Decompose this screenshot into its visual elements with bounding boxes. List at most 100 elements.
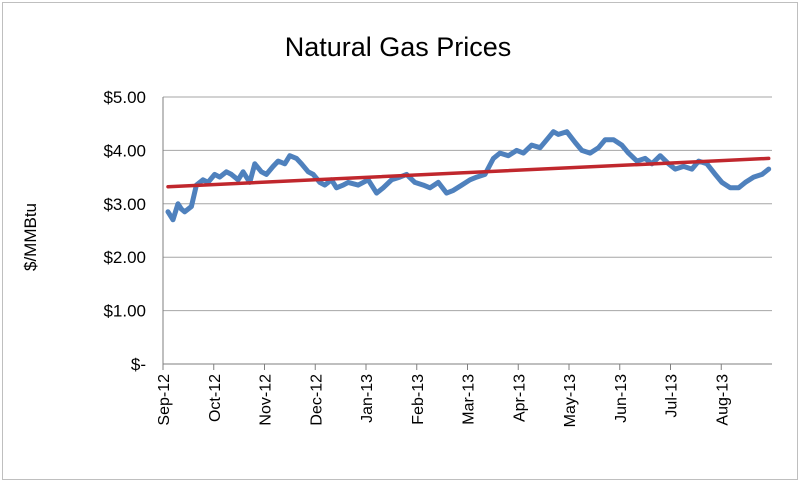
data-point [200, 177, 206, 182]
data-point [381, 185, 386, 190]
data-point [564, 129, 569, 134]
data-point [259, 169, 264, 174]
data-point [474, 174, 479, 180]
data-point [719, 180, 725, 185]
y-tick-label: $4.00 [103, 141, 146, 160]
data-point [551, 129, 556, 134]
data-point [521, 150, 526, 156]
y-tick-label: $- [131, 355, 146, 374]
data-point [497, 150, 503, 156]
data-point [766, 166, 771, 172]
data-point [467, 177, 473, 182]
x-tick-label: Nov-12 [258, 374, 275, 426]
x-tick-label: Feb-13 [410, 374, 427, 425]
y-tick-label: $3.00 [103, 195, 146, 214]
data-point [444, 190, 449, 196]
data-point [681, 164, 686, 169]
data-point [427, 185, 433, 190]
data-point [529, 142, 534, 148]
data-point [374, 190, 379, 196]
data-point [506, 153, 511, 158]
x-tick-label: Mar-13 [461, 374, 478, 425]
data-point [212, 172, 217, 177]
data-point [743, 180, 748, 185]
data-point [252, 161, 257, 166]
x-tick-label: Oct-12 [207, 374, 224, 422]
data-point [334, 185, 339, 190]
data-point [572, 140, 578, 145]
data-point [275, 158, 281, 164]
x-tick-label: Apr-13 [511, 374, 528, 422]
data-point [282, 161, 287, 166]
y-tick-label: $2.00 [103, 248, 146, 267]
y-axis-label: $/MMBtu [21, 203, 40, 271]
data-point [322, 182, 327, 188]
data-point [643, 156, 648, 161]
x-tick-label: Jun-13 [613, 374, 630, 423]
x-tick-label: Jan-13 [359, 374, 376, 423]
data-point [179, 206, 184, 212]
data-point [556, 132, 561, 137]
data-point [459, 182, 464, 188]
series-layer [165, 129, 772, 223]
x-tick-label: Jul-13 [664, 374, 681, 418]
price-series-line [165, 129, 772, 223]
data-point [287, 153, 292, 158]
data-point [619, 142, 624, 148]
data-point [626, 150, 631, 156]
data-point [170, 217, 176, 222]
data-point [165, 209, 171, 214]
data-point [240, 169, 246, 174]
data-point [346, 180, 351, 185]
data-point [175, 201, 181, 206]
data-point [713, 172, 718, 177]
data-point [603, 137, 608, 142]
data-point [544, 137, 549, 142]
data-point [182, 209, 187, 214]
data-point [579, 148, 584, 153]
data-point [728, 185, 733, 190]
data-point [634, 158, 640, 164]
data-point [294, 156, 299, 161]
data-point [229, 172, 234, 177]
y-tick-label: $5.00 [103, 88, 146, 107]
data-point [759, 172, 765, 177]
data-point [356, 182, 361, 188]
gridlines [163, 96, 772, 312]
data-point [421, 182, 426, 188]
data-point [299, 161, 304, 166]
data-point [673, 166, 678, 172]
data-point [217, 174, 222, 180]
data-point [514, 148, 519, 153]
x-tick-label: Aug-13 [714, 374, 731, 426]
axes [162, 97, 772, 370]
data-point [270, 164, 276, 169]
data-point [491, 156, 496, 161]
y-tick-labels: $- $1.00 $2.00 $3.00 $4.00 $5.00 [103, 88, 146, 374]
data-point [412, 180, 418, 185]
data-point [436, 180, 441, 185]
data-point [658, 153, 663, 158]
data-point [751, 174, 756, 180]
chart-title: Natural Gas Prices [285, 32, 512, 62]
data-point [189, 204, 194, 209]
data-point [389, 177, 394, 182]
data-point [264, 172, 269, 177]
data-point [689, 166, 695, 172]
x-tick-label: Dec-12 [308, 374, 325, 426]
data-point [341, 182, 346, 188]
data-point [306, 169, 311, 174]
data-point [311, 172, 316, 177]
data-point [451, 188, 456, 193]
data-point [611, 137, 616, 142]
x-tick-labels: Sep-12 Oct-12 Nov-12 Dec-12 Jan-13 Feb-13 Mar-… [156, 374, 731, 427]
data-point [235, 177, 241, 182]
data-point [587, 150, 593, 156]
trendline [166, 156, 771, 189]
y-tick-label: $1.00 [103, 302, 146, 321]
x-tick-label: Sep-12 [156, 374, 173, 426]
data-point [596, 145, 601, 150]
x-tick-label: May-13 [562, 374, 579, 427]
